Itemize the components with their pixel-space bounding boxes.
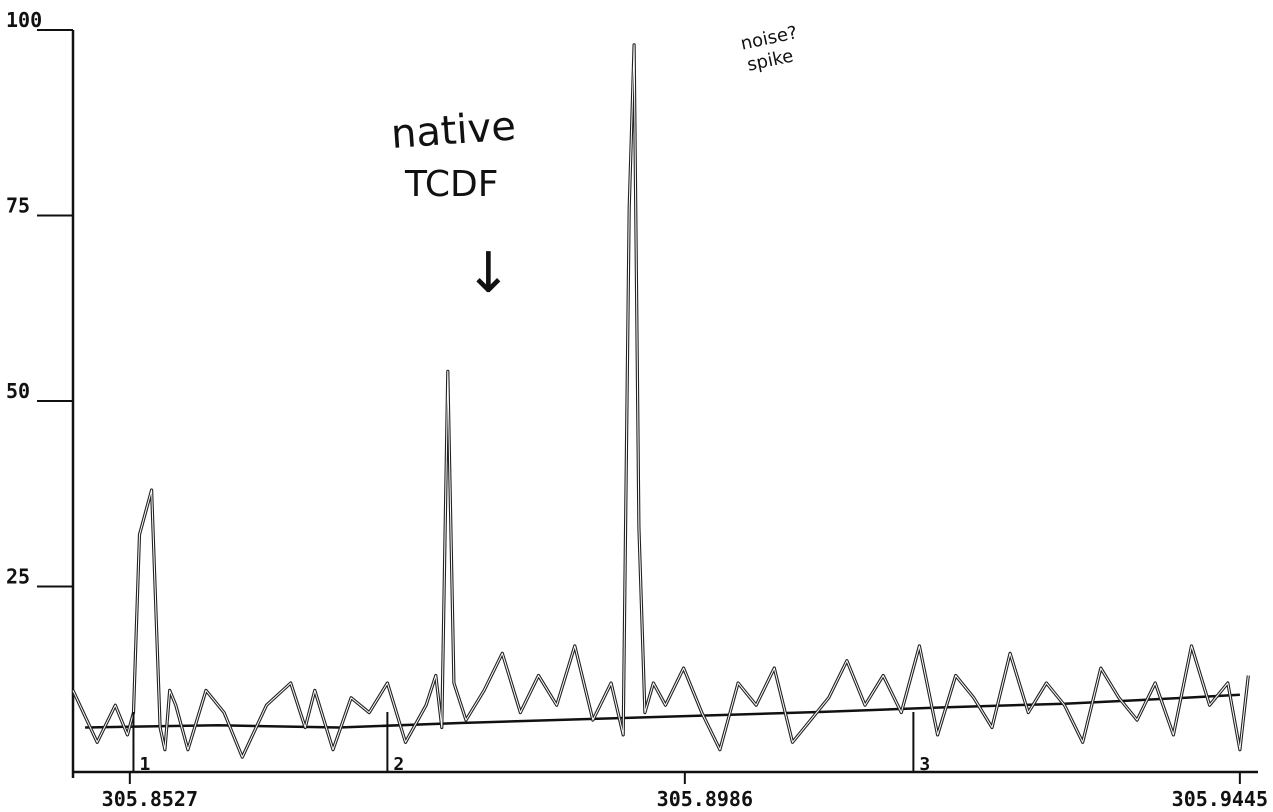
y-ticks: 25 50 75 100: [6, 8, 73, 589]
segment-marker-label: 3: [919, 754, 930, 775]
x-tick-label: 305.9445: [1172, 787, 1268, 811]
x-tick-label: 305.8986: [657, 787, 753, 811]
y-tick-label: 100: [6, 8, 42, 32]
series-line-highlight: [72, 44, 1249, 758]
segment-markers: 1 2 3: [132, 712, 930, 775]
segment-marker-label: 1: [139, 754, 150, 775]
y-tick-label: 75: [6, 194, 30, 218]
series-group: [71, 43, 1250, 759]
segment-marker-label: 2: [393, 754, 404, 775]
y-tick-label: 25: [6, 565, 30, 589]
y-tick-label: 50: [6, 379, 30, 403]
spike-annotation: noise? spike: [739, 22, 800, 76]
x-tick-label: 305.8527: [102, 787, 198, 811]
compound-label-line2: TCDF: [404, 164, 498, 205]
x-ticks: 305.8527 305.8986 305.9445: [102, 772, 1268, 811]
compound-label-line1: native: [389, 103, 517, 158]
compound-annotation: native TCDF ↓: [389, 103, 517, 306]
axes: [71, 30, 1258, 778]
series-line: [71, 43, 1250, 759]
arrow-down-icon: ↓: [465, 241, 512, 306]
